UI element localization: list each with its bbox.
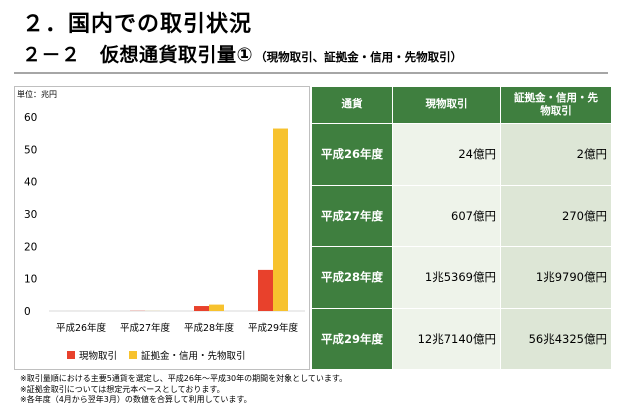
legend-label-margin: 証拠金・信用・先物取引 [141, 351, 246, 362]
cell-margin: 2億円 [500, 123, 612, 186]
table-row: 平成27年度 607億円 270億円 [311, 184, 612, 247]
y-tick-label: 0 [24, 306, 31, 318]
cell-margin: 56兆4325億円 [500, 307, 612, 370]
y-tick-label: 30 [24, 209, 37, 221]
header-margin-text: 証拠金・信用・先物取引 [514, 91, 598, 117]
y-tick-label: 50 [24, 144, 37, 156]
legend-swatch-margin [129, 351, 138, 359]
row-year: 平成29年度 [311, 307, 393, 370]
x-tick-label: 平成27年度 [120, 322, 171, 334]
header-currency: 通貨 [311, 86, 393, 124]
y-tick-label: 10 [24, 274, 37, 286]
chart-legend: 現物取引 証拠金・信用・先物取引 [67, 348, 258, 362]
page-subtitle: ２－２ 仮想通貨取引量① （現物取引、証拠金・信用・先物取引） [22, 40, 462, 67]
legend-swatch-spot [67, 351, 75, 359]
bar-spot [258, 269, 273, 311]
y-tick-label: 60 [24, 112, 37, 124]
legend-item-spot: 現物取引 [67, 348, 117, 362]
cell-spot: 1兆5369億円 [392, 246, 501, 309]
x-tick-label: 平成26年度 [56, 322, 107, 334]
cell-spot: 12兆7140億円 [392, 307, 501, 370]
table-row: 平成29年度 12兆7140億円 56兆4325億円 [311, 307, 612, 370]
subtitle-main: ２－２ 仮想通貨取引量① [22, 44, 254, 66]
y-tick-label: 20 [24, 241, 37, 253]
cell-margin: 1兆9790億円 [500, 246, 612, 309]
table-header-row: 通貨 現物取引 証拠金・信用・先物取引 [311, 86, 612, 124]
header-spot: 現物取引 [392, 86, 501, 124]
footnote: ※取引量順における主要5通貨を選定し、平成26年～平成30年の期間を対象としてい… [20, 374, 348, 383]
chart-panel: 単位：兆円 0 10 20 30 40 50 60 平成26年度 平成27年度 平成28年度 平成2… [14, 86, 310, 370]
subtitle-note: （現物取引、証拠金・信用・先物取引） [255, 50, 463, 64]
x-tick-label: 平成29年度 [248, 322, 299, 334]
title-divider [14, 72, 608, 74]
page-title: ２．国内での取引状況 [22, 12, 253, 37]
footnotes: ※取引量順における主要5通貨を選定し、平成26年～平成30年の期間を対象としてい… [20, 374, 347, 406]
volume-table: 通貨 現物取引 証拠金・信用・先物取引 平成26年度 24億円 2億円 平成27… [311, 86, 612, 370]
bar-margin [209, 304, 224, 311]
bar-spot [194, 306, 209, 311]
bar-chart: 0 10 20 30 40 50 60 平成26年度 平成27年度 平成28年度 平成29年度 [24, 112, 305, 334]
row-year: 平成28年度 [311, 246, 393, 309]
x-tick-label: 平成28年度 [184, 322, 235, 334]
chart-unit-label: 単位：兆円 [17, 90, 57, 99]
footnote: ※証拠金取引については想定元本ベースとしております。 [20, 384, 225, 394]
y-tick-label: 40 [24, 177, 37, 189]
legend-item-margin: 証拠金・信用・先物取引 [129, 348, 246, 362]
cell-spot: 24億円 [392, 123, 501, 186]
cell-spot: 607億円 [392, 184, 501, 247]
table-row: 平成28年度 1兆5369億円 1兆9790億円 [311, 246, 612, 309]
cell-margin: 270億円 [500, 184, 612, 247]
header-margin: 証拠金・信用・先物取引 [500, 86, 612, 124]
row-year: 平成26年度 [311, 123, 393, 186]
legend-label-spot: 現物取引 [79, 351, 118, 362]
row-year: 平成27年度 [311, 184, 393, 247]
table-row: 平成26年度 24億円 2億円 [311, 123, 612, 186]
bar-margin [273, 128, 288, 311]
footnote: ※各年度（4月から翌年3月）の数値を合算して利用しています。 [20, 395, 252, 404]
